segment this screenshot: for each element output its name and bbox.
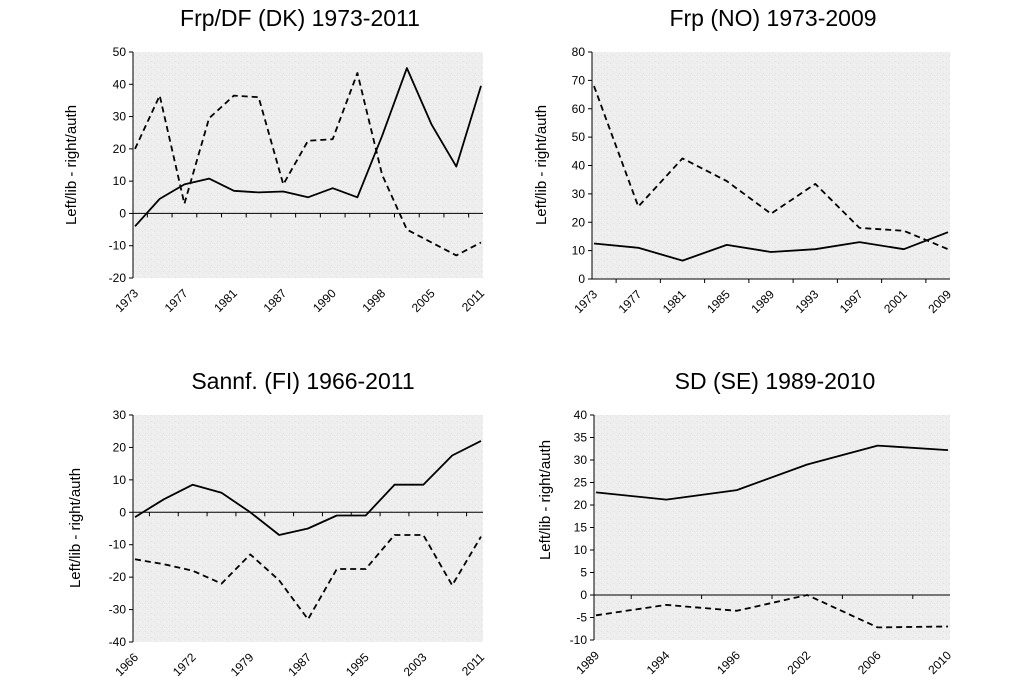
- y-tick-label: 0: [119, 505, 126, 519]
- y-tick-label: 10: [574, 543, 588, 557]
- x-tick-label: 1994: [644, 648, 673, 677]
- y-tick-label: 20: [574, 498, 588, 512]
- y-tick-label: 10: [113, 473, 127, 487]
- y-tick-label: 80: [572, 45, 586, 59]
- y-tick-label: 10: [113, 174, 127, 188]
- x-tick-label: 1989: [748, 287, 777, 316]
- series-line-solid: [134, 440, 482, 536]
- chart-title: Frp/DF (DK) 1973-2011: [180, 5, 420, 31]
- x-tick-label: 1985: [704, 287, 733, 316]
- plot-area: -20 -10 0 10 20 30 40 50 1973 1977 1981 1987 1990 199…: [109, 45, 488, 315]
- x-tick-label: 1997: [837, 287, 866, 316]
- series-line-dashed: [593, 85, 949, 251]
- x-tick-label: 1973: [571, 287, 600, 316]
- chart-title: Frp (NO) 1973-2009: [669, 5, 876, 31]
- y-tick-label: 0: [578, 272, 585, 286]
- x-tick-label: 2011: [459, 650, 487, 678]
- y-tick-label: 10: [572, 244, 586, 258]
- y-tick-label: 0: [119, 206, 126, 220]
- x-tick-label: 1966: [112, 650, 141, 679]
- x-tick-label: 2001: [881, 287, 910, 316]
- x-tick-label: 1981: [660, 287, 689, 316]
- y-tick-label: -20: [109, 570, 127, 584]
- series-line-solid: [595, 444, 949, 501]
- y-tick-label: 35: [574, 431, 588, 445]
- plot-background: [592, 52, 950, 279]
- y-tick-label: 50: [113, 45, 127, 59]
- y-tick-label: 70: [572, 73, 586, 87]
- chart-se: SD (SE) 1989-2010 Left/lib - right/auth …: [537, 368, 954, 677]
- y-tick-label: 40: [572, 159, 586, 173]
- y-axis-label: Left/lib - right/auth: [63, 105, 80, 225]
- y-tick-label: -30: [109, 603, 127, 617]
- y-tick-label: -5: [576, 611, 587, 625]
- y-tick-label: 40: [574, 408, 588, 422]
- x-tick-label: 2003: [401, 650, 430, 679]
- x-tick-label: 1998: [359, 286, 388, 315]
- x-tick-label: 1979: [228, 650, 257, 679]
- y-tick-label: 50: [572, 130, 586, 144]
- y-tick-label: 30: [572, 187, 586, 201]
- x-tick-label: 1987: [285, 650, 314, 679]
- y-tick-label: -20: [109, 271, 127, 285]
- y-axis-label: Left/lib - right/auth: [537, 440, 554, 560]
- x-tick-label: 1990: [310, 286, 339, 315]
- y-tick-label: 5: [580, 566, 587, 580]
- y-axis-label: Left/lib - right/auth: [67, 468, 84, 588]
- x-tick-label: 2005: [409, 286, 438, 315]
- series-line-solid: [593, 231, 949, 262]
- plot-area: -10 -5 0 5 10 15 20 25 30 35 40 1989 1994 1996 2002 200…: [570, 408, 955, 677]
- plot-background: [594, 415, 950, 640]
- plot-background: [133, 52, 483, 278]
- x-tick-label: 2010: [925, 648, 954, 677]
- y-tick-label: 30: [574, 453, 588, 467]
- y-tick-label: 40: [113, 77, 127, 91]
- y-tick-label: -10: [109, 239, 127, 253]
- x-tick-label: 2002: [785, 648, 814, 677]
- chart-fi: Sannf. (FI) 1966-2011 Left/lib - right/a…: [67, 368, 487, 679]
- x-tick-label: 1989: [573, 648, 602, 677]
- x-tick-label: 1972: [170, 650, 199, 679]
- x-tick-label: 1995: [343, 650, 372, 679]
- x-tick-label: 1993: [793, 287, 822, 316]
- chart-dk: Frp/DF (DK) 1973-2011 Left/lib - right/a…: [63, 5, 487, 315]
- plot-area: -40 -30 -20 -10 0 10 20 30 1966 1972 1979 1987 1995 2…: [109, 408, 488, 679]
- y-tick-label: -40: [109, 635, 127, 649]
- x-tick-label: 1973: [112, 286, 141, 315]
- x-tick-label: 2006: [855, 648, 884, 677]
- x-tick-label: 1977: [616, 287, 645, 316]
- chart-title: SD (SE) 1989-2010: [675, 368, 876, 394]
- x-tick-label: 2009: [925, 287, 954, 316]
- y-axis-label: Left/lib - right/auth: [533, 105, 550, 225]
- x-tick-label: 1981: [211, 286, 240, 315]
- y-tick-label: 0: [580, 588, 587, 602]
- chart-no: Frp (NO) 1973-2009 Left/lib - right/auth…: [533, 5, 954, 316]
- x-tick-label: 1996: [714, 648, 743, 677]
- y-tick-label: 20: [572, 215, 586, 229]
- y-tick-label: 15: [574, 521, 588, 535]
- y-tick-label: 30: [113, 110, 127, 124]
- chart-title: Sannf. (FI) 1966-2011: [191, 368, 414, 394]
- x-tick-label: 2011: [459, 286, 487, 314]
- series-line-dashed: [595, 594, 949, 629]
- x-tick-label: 1987: [261, 286, 290, 315]
- y-tick-label: -10: [570, 633, 588, 647]
- x-tick-label: 1977: [162, 286, 191, 315]
- y-tick-label: 60: [572, 102, 586, 116]
- y-tick-label: -10: [109, 538, 127, 552]
- y-tick-label: 30: [113, 408, 127, 422]
- y-tick-label: 20: [113, 440, 127, 454]
- series-line-solid: [134, 67, 482, 227]
- y-tick-label: 25: [574, 476, 588, 490]
- plot-area: 0 10 20 30 40 50 60 70 80 1973 1977 1981 1985 1989 199…: [571, 45, 954, 316]
- y-tick-label: 20: [113, 142, 127, 156]
